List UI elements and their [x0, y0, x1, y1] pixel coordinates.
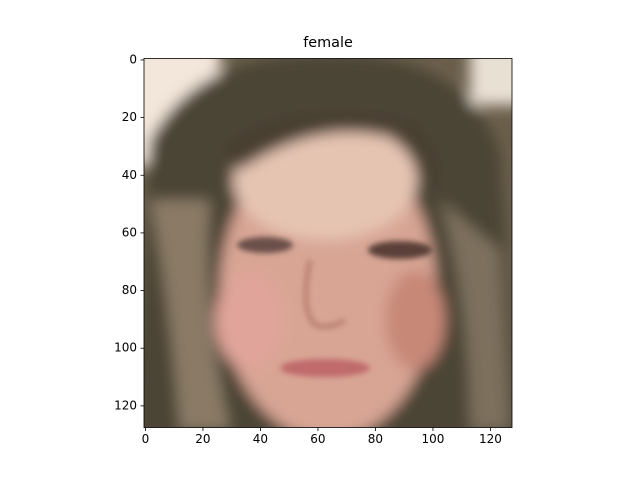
chart-title: female: [303, 35, 353, 51]
x-tick-label: 20: [195, 432, 210, 446]
face-picture: [144, 58, 512, 428]
y-tick-label: 80: [122, 283, 137, 297]
x-tick-label: 40: [253, 432, 268, 446]
x-tick-label: 100: [421, 432, 444, 446]
y-tick-label: 20: [122, 110, 137, 124]
image: [144, 58, 512, 428]
face-features: [237, 237, 432, 377]
x-tick-label: 60: [310, 432, 325, 446]
y-tick-label: 120: [114, 398, 137, 412]
axes-frame: [143, 58, 513, 428]
x-tick-label: 80: [368, 432, 383, 446]
x-tick-label: 0: [142, 432, 150, 446]
y-tick-label: 40: [122, 168, 137, 182]
y-tick-label: 0: [129, 52, 137, 66]
x-tick-label: 120: [479, 432, 502, 446]
y-tick-label: 100: [114, 341, 137, 355]
y-tick-label: 60: [122, 225, 137, 239]
